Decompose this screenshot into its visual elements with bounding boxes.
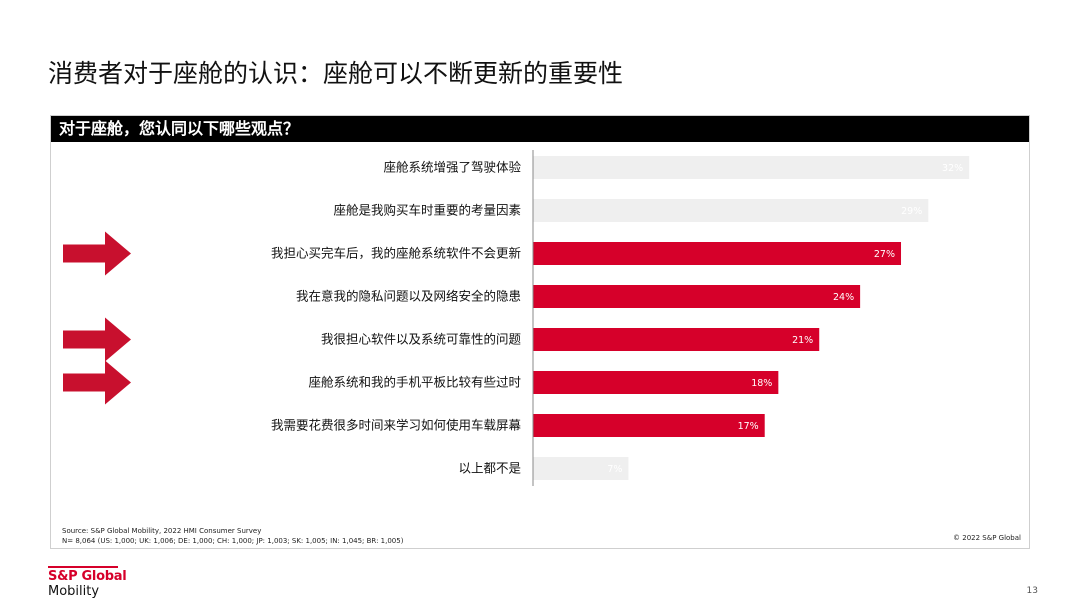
chart-question-header: 对于座舱，您认同以下哪些观点？	[51, 116, 1029, 142]
category-label: 我担心买完车后，我的座舱系统软件不会更新	[271, 246, 521, 261]
arrow-icon	[63, 231, 131, 276]
data-label: 27%	[874, 249, 895, 260]
logo-bar	[48, 566, 118, 568]
arrow-icon	[63, 360, 131, 405]
company-logo: S&P Global Mobility	[48, 566, 127, 599]
page-title: 消费者对于座舱的认识：座舱可以不断更新的重要性	[48, 59, 624, 88]
bar	[533, 457, 629, 480]
source-note: Source: S&P Global Mobility, 2022 HMI Co…	[62, 526, 403, 546]
copyright: © 2022 S&P Global	[953, 534, 1021, 542]
bar	[533, 242, 902, 265]
bar	[533, 199, 929, 222]
bar	[533, 156, 970, 179]
category-label: 座舱系统和我的手机平板比较有些过时	[308, 375, 521, 390]
bar	[533, 285, 861, 308]
data-label: 17%	[738, 421, 759, 432]
bar	[533, 414, 765, 437]
sample-size-line: N= 8,064 (US: 1,000; UK: 1,006; DE: 1,00…	[62, 537, 404, 545]
bar-chart: 座舱系统增强了驾驶体验 32% 座舱是我购买车时重要的考量因素 29% 我担心买完车后，…	[63, 150, 970, 486]
source-line: Source: S&P Global Mobility, 2022 HMI Co…	[62, 527, 262, 535]
data-label: 32%	[942, 163, 963, 174]
logo-text-primary: S&P Global	[48, 569, 127, 584]
data-label: 18%	[751, 378, 772, 389]
category-label: 我需要花费很多时间来学习如何使用车载屏幕	[271, 418, 522, 433]
data-label: 29%	[901, 206, 922, 217]
category-label: 座舱系统增强了驾驶体验	[383, 160, 521, 175]
bar	[533, 371, 779, 394]
data-label: 7%	[607, 464, 622, 475]
category-label: 座舱是我购买车时重要的考量因素	[333, 203, 521, 218]
category-label: 我很担心软件以及系统可靠性的问题	[321, 332, 522, 347]
arrow-icon	[63, 317, 131, 362]
chart-panel: 对于座舱，您认同以下哪些观点？ 座舱系统增强了驾驶体验 32% 座舱是我购买车时重要…	[50, 115, 1030, 549]
bar	[533, 328, 820, 351]
category-label: 以上都不是	[458, 461, 521, 476]
logo-text-secondary: Mobility	[48, 584, 100, 599]
category-label: 我在意我的隐私问题以及网络安全的隐患	[296, 289, 521, 304]
data-label: 24%	[833, 292, 854, 303]
data-label: 21%	[792, 335, 813, 346]
page-number: 13	[1026, 586, 1038, 596]
